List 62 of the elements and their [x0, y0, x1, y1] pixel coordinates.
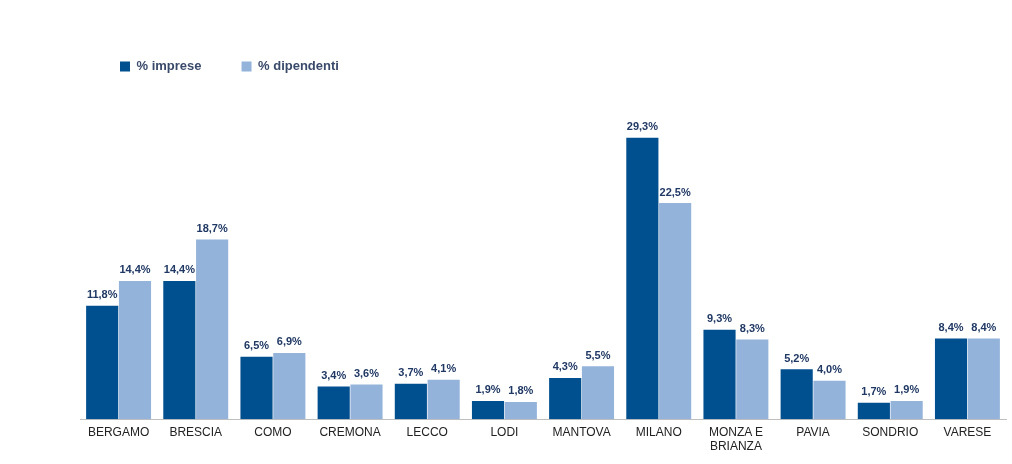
- bar: [504, 401, 537, 420]
- bar: [890, 400, 923, 420]
- x-tick-label: COMO: [254, 424, 292, 439]
- bar: [118, 280, 152, 420]
- data-label: 22,5%: [659, 185, 691, 198]
- bar: [780, 369, 813, 420]
- data-label: 11,8%: [86, 288, 118, 301]
- bar: [736, 339, 769, 420]
- bar: [471, 400, 505, 420]
- data-label: 3,4%: [321, 369, 347, 382]
- bar: [581, 366, 615, 420]
- data-label: 6,5%: [243, 339, 270, 352]
- data-label: 9,3%: [706, 312, 733, 325]
- x-tick-label: BERGAMO: [87, 424, 150, 439]
- data-label: 18,7%: [196, 222, 228, 235]
- x-tick-label: MANTOVA: [552, 424, 611, 439]
- data-label: 1,9%: [894, 383, 920, 396]
- bar: [317, 386, 350, 420]
- bar: [934, 338, 968, 420]
- legend-label: % dipendenti: [258, 58, 339, 74]
- data-label: 14,4%: [119, 263, 151, 276]
- data-label: 1,7%: [861, 385, 887, 398]
- bar: [813, 380, 846, 420]
- bar: [394, 383, 427, 420]
- x-tick-label: BRESCIA: [169, 424, 223, 439]
- x-tick-label: PAVIA: [796, 424, 830, 439]
- x-tick-label: LODI: [490, 424, 519, 439]
- data-label: 3,7%: [398, 366, 424, 379]
- data-label: 1,9%: [475, 383, 501, 396]
- bar: [350, 384, 383, 420]
- bar: [427, 379, 460, 420]
- bar: [86, 305, 119, 420]
- data-label: 29,3%: [626, 120, 659, 133]
- data-label: 5,2%: [784, 351, 810, 364]
- bar: [163, 280, 196, 420]
- bar: [703, 329, 736, 420]
- bar: [240, 356, 273, 420]
- bar: [626, 137, 659, 420]
- x-tick-label: LECCO: [406, 424, 448, 439]
- bar: [196, 239, 229, 420]
- data-label: 4,3%: [552, 360, 578, 373]
- bar: [967, 338, 1000, 420]
- data-label: 8,4%: [938, 321, 964, 334]
- data-label: 4,1%: [431, 362, 457, 375]
- data-label: 5,5%: [585, 348, 611, 361]
- data-label: 8,3%: [739, 322, 766, 334]
- x-tick-label: SONDRIO: [862, 424, 919, 439]
- data-label: 3,6%: [353, 367, 380, 380]
- bar: [659, 203, 692, 420]
- data-label: 6,9%: [276, 335, 303, 348]
- data-label: 4,0%: [816, 363, 843, 376]
- x-tick-label: MONZA E BRIANZA: [708, 424, 763, 454]
- bar: [549, 377, 582, 420]
- x-tick-label: VARESE: [943, 424, 992, 439]
- x-tick-label: CREMONA: [319, 424, 381, 439]
- data-label: 1,8%: [508, 384, 534, 397]
- bar: [273, 352, 306, 420]
- x-tick-label: MILANO: [635, 424, 682, 439]
- legend-label: % imprese: [136, 58, 202, 74]
- bar: [857, 402, 890, 420]
- data-label: 8,4%: [971, 321, 997, 334]
- data-label: 14,4%: [163, 263, 196, 276]
